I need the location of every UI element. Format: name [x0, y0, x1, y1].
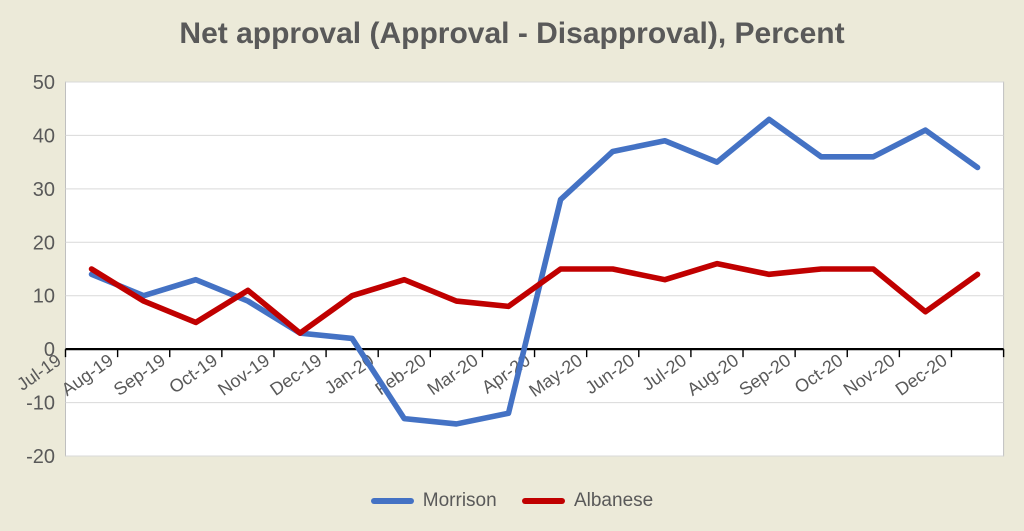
- svg-text:40: 40: [33, 125, 55, 147]
- svg-text:Jul-19: Jul-19: [13, 350, 65, 395]
- svg-text:10: 10: [33, 286, 55, 308]
- svg-text:20: 20: [33, 232, 55, 254]
- svg-text:50: 50: [33, 72, 55, 94]
- svg-text:-20: -20: [26, 446, 55, 468]
- svg-text:-10: -10: [26, 393, 55, 415]
- svg-text:30: 30: [33, 179, 55, 201]
